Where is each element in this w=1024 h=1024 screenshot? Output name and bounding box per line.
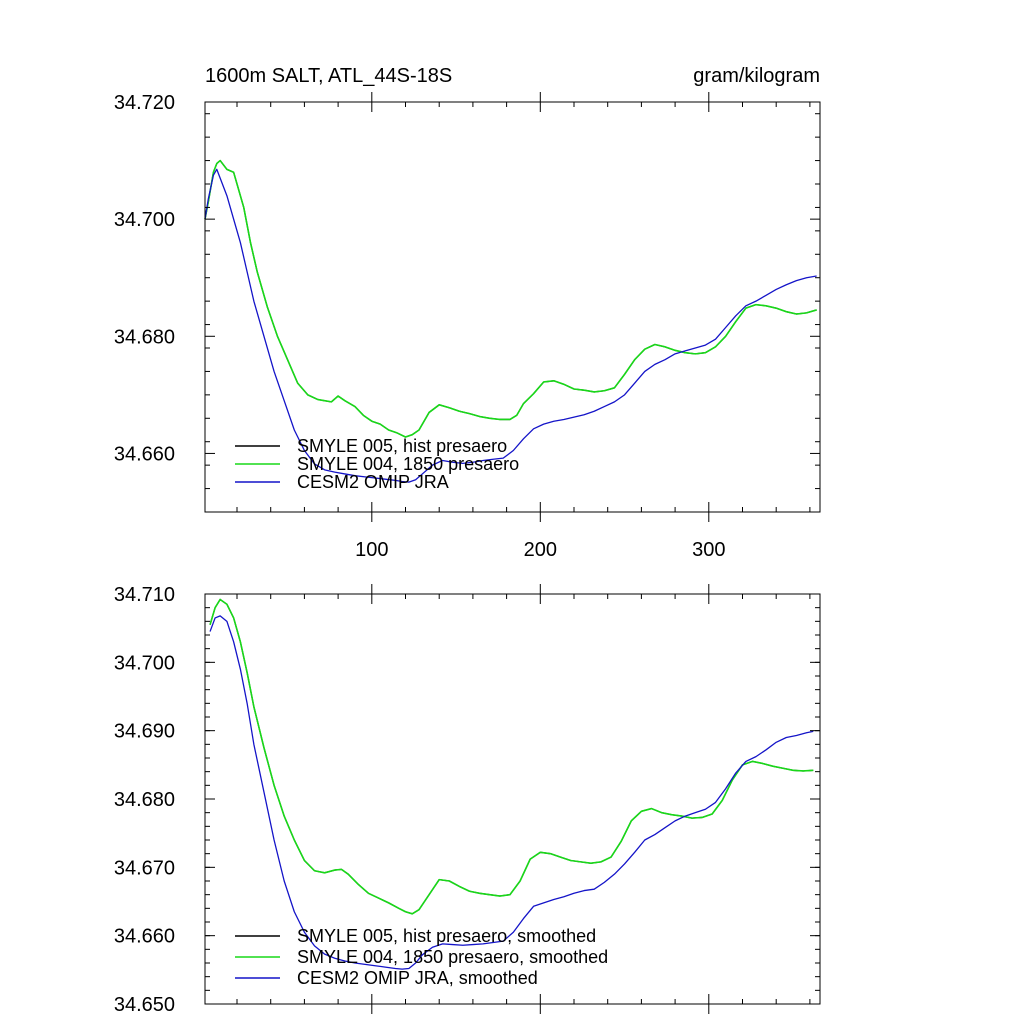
legend-label: SMYLE 005, hist presaero, smoothed bbox=[297, 926, 596, 946]
top-panel: 1600m SALT, ATL_44S-18S gram/kilogram 34… bbox=[114, 65, 821, 561]
x-tick-label: 200 bbox=[524, 539, 557, 561]
series-line-1-2 bbox=[209, 615, 814, 970]
series-line-1-0 bbox=[209, 598, 814, 915]
x-tick-label: 100 bbox=[355, 539, 388, 561]
y-tick-label: 34.650 bbox=[114, 994, 175, 1016]
top-panel-title: 1600m SALT, ATL_44S-18S bbox=[205, 65, 452, 87]
y-tick-label: 34.710 bbox=[114, 584, 175, 606]
y-tick-label: 34.700 bbox=[114, 209, 175, 231]
y-tick-label: 34.690 bbox=[114, 721, 175, 743]
y-tick-label: 34.700 bbox=[114, 652, 175, 674]
series-line-0-0 bbox=[204, 159, 817, 438]
series-line-1-1 bbox=[209, 598, 814, 915]
series-line-0-2 bbox=[204, 168, 817, 483]
bottom-panel-series bbox=[209, 598, 814, 970]
bottom-panel-legend: SMYLE 005, hist presaero, smoothedSMYLE … bbox=[235, 926, 608, 988]
x-tick-label: 300 bbox=[692, 539, 725, 561]
y-tick-label: 34.660 bbox=[114, 926, 175, 948]
legend-label: SMYLE 004, 1850 presaero bbox=[297, 454, 519, 474]
y-tick-label: 34.670 bbox=[114, 857, 175, 879]
legend-label: SMYLE 004, 1850 presaero, smoothed bbox=[297, 947, 608, 967]
bottom-panel-frame bbox=[204, 593, 821, 1005]
top-panel-series bbox=[204, 159, 817, 483]
series-line-0-1 bbox=[204, 159, 817, 438]
legend-label: CESM2 OMIP JRA, smoothed bbox=[297, 968, 538, 988]
top-panel-ticks: 34.660 34.680 34.700 34.720 100 200 300 bbox=[114, 92, 820, 561]
legend-label: SMYLE 005, hist presaero bbox=[297, 436, 507, 456]
y-tick-label: 34.680 bbox=[114, 326, 175, 348]
y-tick-label: 34.660 bbox=[114, 443, 175, 465]
legend-label: CESM2 OMIP JRA bbox=[297, 472, 449, 492]
top-panel-frame bbox=[204, 101, 821, 513]
y-tick-label: 34.720 bbox=[114, 92, 175, 114]
bottom-panel-ticks: 34.650 34.660 34.670 34.680 34.690 34.700 34.7… bbox=[114, 584, 820, 1016]
bottom-panel: 34.650 34.660 34.670 34.680 34.690 34.700 34.7… bbox=[114, 584, 821, 1016]
top-panel-units: gram/kilogram bbox=[693, 65, 820, 87]
y-tick-label: 34.680 bbox=[114, 789, 175, 811]
